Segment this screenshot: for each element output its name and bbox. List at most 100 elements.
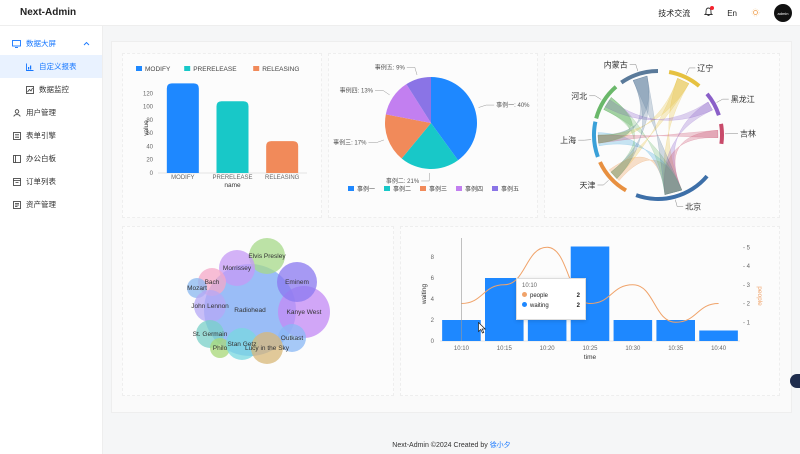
- bar: [216, 101, 249, 173]
- bubble: [219, 250, 255, 286]
- y-tick-label: 40: [146, 144, 153, 150]
- y-axis-title: waiting: [421, 283, 428, 305]
- sidebar-item-assets[interactable]: 资产管理: [0, 193, 102, 216]
- y-tick-label: 80: [146, 118, 153, 124]
- sidebar: 数据大屏 自定义报表 数据监控 用户管理 表单引擎 办公白板 订单列表 资产管理: [0, 26, 103, 454]
- card-chord-chart: [544, 53, 780, 218]
- bubble-label: Morrissey: [223, 265, 252, 272]
- y-tick-label: 0: [150, 171, 154, 177]
- pie-slice: [406, 77, 431, 123]
- bar: [266, 141, 299, 173]
- sidebar-item-label: 订单列表: [26, 177, 56, 186]
- sidebar-item-users[interactable]: 用户管理: [0, 101, 102, 124]
- chord-node-label: 天津: [579, 180, 595, 190]
- sidebar-item-label: 自定义报表: [39, 62, 77, 71]
- y-tick-label: 60: [146, 131, 153, 137]
- notification-bell-icon[interactable]: [704, 6, 715, 19]
- bubble-label: Eminem: [285, 279, 309, 286]
- legend-swatch: [384, 186, 390, 191]
- legend-label: PRERELEASE: [193, 66, 237, 73]
- sidebar-item-orders[interactable]: 订单列表: [0, 170, 102, 193]
- line-chart-icon: [25, 85, 34, 94]
- pie-slice-label: 事例五: 9%: [375, 63, 406, 71]
- x-tick-label: 10:30: [625, 346, 641, 352]
- legend-swatch: [492, 186, 498, 191]
- tooltip-series-name: people: [530, 293, 549, 299]
- chord-arc: [620, 69, 658, 85]
- bubble-label: St. Germain: [193, 331, 228, 338]
- chord-node-label: 北京: [685, 201, 701, 211]
- y-tick-label: 0: [431, 339, 435, 345]
- chord-ribbon: [597, 77, 690, 144]
- sidebar-item-whiteboard[interactable]: 办公白板: [0, 147, 102, 170]
- tech-exchange-link[interactable]: 技术交流: [658, 8, 691, 18]
- x-tick-label: 10:15: [497, 346, 513, 352]
- floating-assistant-button[interactable]: [790, 374, 800, 388]
- theme-sun-icon[interactable]: [751, 8, 760, 19]
- language-switch[interactable]: En: [727, 8, 737, 18]
- bar: [656, 320, 695, 341]
- pie-label-leader: [478, 104, 495, 108]
- bar-chart: MODIFY PRERELEASE RELEASING 0 20 40 60 80 100 120…: [136, 66, 307, 189]
- y-tick-label: 2: [431, 318, 435, 324]
- chord-label-leader: [716, 98, 729, 103]
- pie-slice-label: 事例一: 40%: [496, 101, 530, 109]
- chart-icon: [25, 62, 34, 71]
- tooltip-row-people: people 2: [522, 292, 580, 299]
- chord-arc: [705, 92, 721, 116]
- bar: [699, 330, 738, 341]
- legend-label: 事例一: [357, 185, 375, 193]
- chord-ribbon: [663, 101, 713, 195]
- pie-chart: 事例一: 40% 事例二: 21% 事例三: 17% 事例四: 13% 事例五: 9% 事…: [333, 63, 530, 193]
- chord-ribbon: [597, 75, 649, 144]
- legend-swatch: [184, 66, 191, 71]
- chord-ribbon: [603, 97, 635, 179]
- asset-icon: [12, 200, 21, 209]
- sidebar-item-form-engine[interactable]: 表单引擎: [0, 124, 102, 147]
- legend-swatch: [348, 186, 354, 191]
- x-axis-title: name: [224, 182, 241, 189]
- x-tick-label: 10:40: [711, 346, 727, 352]
- sidebar-item-data-monitor[interactable]: 数据监控: [0, 78, 102, 101]
- top-bar: Next-Admin 技术交流 En admin: [0, 0, 800, 26]
- chord-ribbon: [597, 132, 683, 195]
- chord-arc: [719, 123, 724, 145]
- chord-arc: [668, 70, 701, 88]
- pie-label-leader: [375, 90, 390, 96]
- y-right-tick-label: - 2: [743, 302, 751, 308]
- chord-ribbon: [608, 156, 683, 195]
- pie-label-leader: [368, 139, 385, 143]
- y-tick-label: 100: [143, 105, 154, 111]
- chord-ribbon: [663, 129, 719, 195]
- legend-swatch: [420, 186, 426, 191]
- bubble-label: Lucy in the Sky: [245, 345, 290, 352]
- sidebar-item-label: 资产管理: [26, 200, 56, 209]
- bubble: [204, 264, 296, 356]
- legend-swatch: [136, 66, 142, 71]
- bubble-label: Mozart: [187, 285, 207, 292]
- chord-node-label: 黑龙江: [731, 94, 755, 104]
- sidebar-item-data-screen[interactable]: 数据大屏: [0, 32, 102, 55]
- y-tick-label: 6: [431, 276, 435, 282]
- chord-label-leader: [629, 64, 639, 72]
- chord-arc: [594, 85, 618, 119]
- chord-arc: [598, 161, 627, 193]
- sidebar-item-label: 表单引擎: [26, 131, 56, 140]
- tooltip-title: 10:10: [522, 283, 538, 289]
- sidebar-item-custom-report[interactable]: 自定义报表: [0, 55, 102, 78]
- x-tick-label: MODIFY: [171, 175, 194, 181]
- footer-author-link[interactable]: 徐小夕: [489, 442, 511, 449]
- pie-slice-label: 事例二: 21%: [386, 177, 420, 185]
- bubble: [278, 324, 306, 352]
- sidebar-item-label: 数据大屏: [26, 39, 56, 48]
- chart-tooltip: 10:10 people 2 waiting 2: [516, 278, 586, 320]
- chord-ribbon: [604, 99, 713, 121]
- chord-node-label: 内蒙古: [604, 59, 628, 69]
- chord-arc: [635, 174, 709, 201]
- chord-ribbon: [632, 75, 683, 195]
- app-logo[interactable]: Next-Admin: [20, 7, 77, 18]
- avatar[interactable]: admin: [774, 4, 792, 22]
- bubble-label: Stan Getz: [228, 341, 257, 348]
- bubble: [210, 338, 230, 358]
- y-right-tick-label: - 4: [743, 264, 751, 270]
